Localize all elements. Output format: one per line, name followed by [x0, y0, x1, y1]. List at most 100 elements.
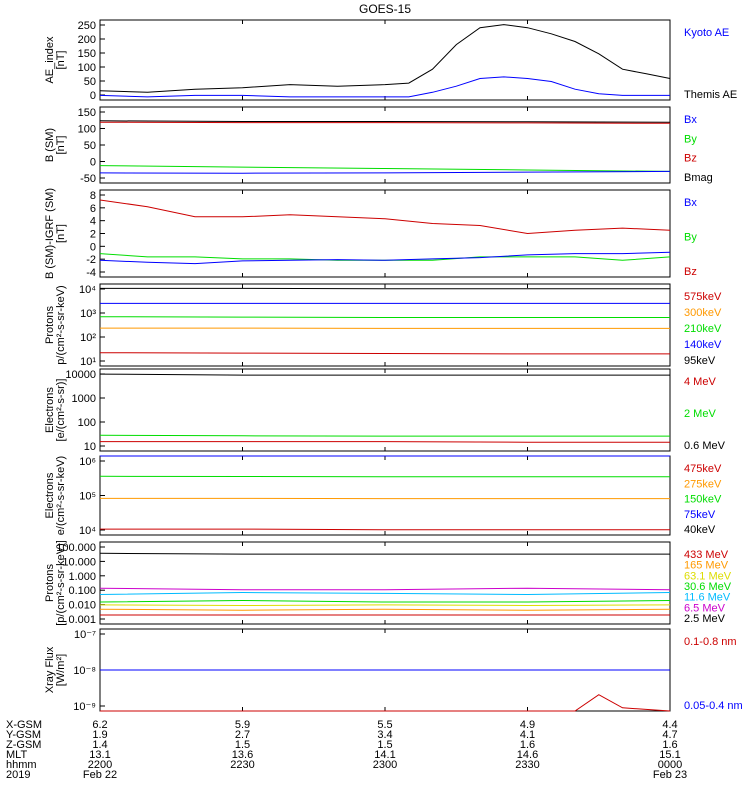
footer-row-label: X-GSM — [6, 719, 42, 731]
series-line — [99, 591, 671, 596]
series-line — [99, 253, 671, 261]
y-tick-label: 6 — [90, 203, 96, 215]
y-tick-label: 10² — [80, 332, 96, 344]
y-axis-label: p/(cm²-s-sr-keV) — [55, 285, 67, 364]
y-tick-label: 10⁻⁸ — [73, 665, 96, 677]
legend-entry: 275keV — [684, 478, 722, 490]
y-axis-label: Xray Flux — [44, 646, 56, 693]
footer-value: 6.2 — [92, 719, 107, 731]
series-line — [99, 170, 671, 174]
legend-entry: 0.1-0.8 nm — [684, 636, 737, 648]
y-tick-label: 0 — [90, 157, 96, 169]
footer-value: 15.1 — [659, 749, 680, 761]
series-line — [100, 694, 671, 712]
footer-value: 14.1 — [374, 749, 395, 761]
footer-value: 13.6 — [232, 749, 253, 761]
legend-entry: 2 MeV — [684, 408, 716, 420]
panel-frame — [99, 19, 671, 101]
footer-value: 1.5 — [377, 739, 392, 751]
legend-entry: Bmag — [684, 172, 713, 184]
footer-value: 1.6 — [520, 739, 535, 751]
legend-entry: Bz — [684, 266, 697, 278]
legend-entry: Themis AE — [684, 89, 737, 101]
y-tick-label: 8 — [90, 190, 96, 202]
y-tick-label: 50 — [84, 140, 96, 152]
y-tick-label: 4 — [90, 216, 96, 228]
legend-entry: 95keV — [684, 355, 716, 367]
legend-entry: Bx — [684, 197, 697, 209]
y-axis-label: [p/(cm²-s-sr-keV)] — [55, 540, 67, 626]
y-tick-label: 100 — [78, 417, 96, 429]
legend-entry: 475keV — [684, 463, 722, 475]
series-line — [100, 528, 670, 531]
legend-entry: 150keV — [684, 494, 722, 506]
footer-year: 2019 — [6, 769, 30, 781]
series-line — [99, 599, 671, 603]
y-axis-label: [nT] — [55, 136, 67, 155]
series-line — [99, 608, 671, 611]
y-tick-label: 10⁶ — [79, 456, 96, 468]
y-tick-label: 50 — [84, 76, 96, 88]
y-tick-label: 100 — [78, 62, 96, 74]
footer-date-start: Feb 22 — [83, 769, 117, 781]
y-tick-label: -2 — [86, 254, 96, 266]
footer-value: 2330 — [515, 759, 539, 771]
y-tick-label: 150 — [78, 107, 96, 119]
footer-value: 5.9 — [235, 719, 250, 731]
footer-value: 1.4 — [92, 739, 107, 751]
legend-entry: 2.5 MeV — [684, 613, 726, 625]
series-line — [99, 373, 670, 376]
y-tick-label: 10⁻⁷ — [74, 629, 96, 641]
legend-entry: By — [684, 232, 697, 244]
y-tick-label: 10⁻⁹ — [73, 701, 96, 713]
series-line — [99, 352, 670, 355]
y-tick-label: 0 — [90, 241, 96, 253]
y-axis-label: Protons — [44, 564, 56, 602]
footer-value: 3.4 — [377, 729, 392, 741]
y-axis-label: Protons — [44, 306, 56, 344]
series-line — [99, 24, 671, 93]
legend-entry: 40keV — [684, 524, 716, 536]
footer-row-label: Z-GSM — [6, 739, 41, 751]
y-tick-label: 250 — [78, 20, 96, 32]
series-line — [100, 441, 670, 443]
legend-entry: 30.6 MeV — [684, 581, 732, 593]
y-axis-label: AE_index — [44, 36, 56, 84]
panel-6: 10⁶ 10⁵ 10⁴ Electrons e/(cm²-s-sr-keV) 475keV… — [44, 455, 722, 537]
y-tick-label: 10⁴ — [79, 284, 96, 296]
series-line — [99, 475, 670, 478]
y-axis-label: Electrons — [44, 387, 56, 433]
y-tick-label: -4 — [86, 267, 96, 279]
legend-entry: 210keV — [684, 323, 722, 335]
panel-frame — [99, 368, 671, 452]
y-tick-label: 200 — [78, 34, 96, 46]
series-line — [99, 604, 671, 607]
series-line — [99, 434, 670, 437]
series-line — [99, 121, 671, 124]
y-tick-label: 0 — [90, 90, 96, 102]
panel-2: 150 100 50 0 -50 B (SM) [nT] Bx By Bz Bmag — [44, 106, 713, 185]
series-line — [99, 251, 671, 265]
footer-value: 4.7 — [662, 729, 677, 741]
legend-entry: 4 MeV — [684, 376, 716, 388]
y-tick-label: 1000 — [72, 393, 96, 405]
y-axis-label: Electrons — [44, 472, 56, 518]
y-tick-label: 0.100 — [68, 585, 96, 597]
footer-row-label: hhmm — [6, 759, 37, 771]
legend-entry: 11.6 MeV — [684, 592, 731, 604]
footer-value: 13.1 — [89, 749, 110, 761]
y-tick-label: -50 — [80, 173, 96, 185]
y-tick-label: 10⁵ — [79, 491, 96, 503]
legend-entry: Bz — [684, 153, 697, 165]
y-tick-label: 1.000 — [68, 571, 96, 583]
panel-frame — [99, 455, 671, 536]
footer-value: 1.5 — [235, 739, 250, 751]
y-tick-label: 10³ — [80, 308, 96, 320]
legend-entry: 63.1 MeV — [684, 570, 732, 582]
panel-frame — [99, 189, 671, 278]
series-line — [99, 316, 670, 318]
footer-value: 2.7 — [235, 729, 250, 741]
series-line — [99, 587, 671, 591]
